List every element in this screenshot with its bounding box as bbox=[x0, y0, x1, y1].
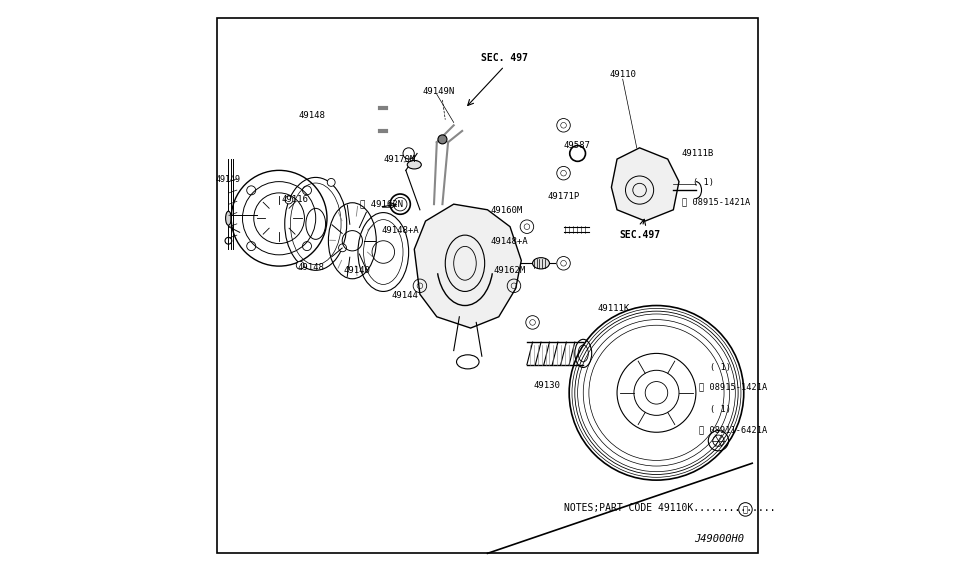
Text: Ⓞ 49162N: Ⓞ 49162N bbox=[360, 200, 403, 209]
Text: Ⓝ 08911-6421A: Ⓝ 08911-6421A bbox=[699, 425, 767, 434]
FancyBboxPatch shape bbox=[217, 18, 758, 554]
Circle shape bbox=[438, 135, 447, 144]
Text: 49162M: 49162M bbox=[493, 265, 526, 275]
Polygon shape bbox=[611, 148, 679, 221]
Text: Ⓦ 08915-1421A: Ⓦ 08915-1421A bbox=[699, 383, 767, 392]
Text: 49148+A: 49148+A bbox=[381, 226, 419, 235]
Ellipse shape bbox=[532, 258, 550, 269]
Text: ( 1): ( 1) bbox=[710, 363, 731, 372]
Circle shape bbox=[338, 244, 346, 252]
Text: 49140: 49140 bbox=[344, 266, 370, 275]
Text: 49116: 49116 bbox=[282, 195, 309, 204]
Polygon shape bbox=[414, 204, 522, 328]
Text: SEC.497: SEC.497 bbox=[619, 230, 660, 240]
Text: 49111K: 49111K bbox=[598, 304, 630, 313]
Text: 49144: 49144 bbox=[392, 291, 418, 300]
Text: NOTES;PART CODE 49110K..............: NOTES;PART CODE 49110K.............. bbox=[564, 503, 775, 513]
Text: 49587: 49587 bbox=[564, 140, 591, 149]
Circle shape bbox=[328, 178, 335, 186]
Text: 49160M: 49160M bbox=[490, 207, 523, 216]
Text: 49149N: 49149N bbox=[423, 87, 455, 96]
Circle shape bbox=[285, 196, 292, 204]
Text: 49148+A: 49148+A bbox=[490, 237, 527, 246]
Text: J49000H0: J49000H0 bbox=[694, 534, 744, 544]
Text: 49110: 49110 bbox=[609, 70, 636, 79]
Text: 49130: 49130 bbox=[533, 381, 560, 390]
Text: 49148: 49148 bbox=[297, 263, 324, 272]
Text: ( 1): ( 1) bbox=[710, 405, 731, 414]
Text: 49171P: 49171P bbox=[547, 192, 580, 201]
Text: ( 1): ( 1) bbox=[693, 178, 714, 187]
Text: 49148: 49148 bbox=[298, 111, 326, 119]
Text: 49111B: 49111B bbox=[682, 149, 714, 158]
Text: SEC. 497: SEC. 497 bbox=[481, 53, 527, 63]
Text: ⓖ: ⓖ bbox=[743, 505, 748, 514]
Text: 49149: 49149 bbox=[215, 175, 241, 185]
Text: 49170M: 49170M bbox=[383, 155, 415, 164]
Text: Ⓦ 08915-1421A: Ⓦ 08915-1421A bbox=[682, 197, 750, 206]
Circle shape bbox=[296, 261, 304, 269]
Ellipse shape bbox=[225, 211, 231, 225]
Ellipse shape bbox=[408, 161, 421, 169]
